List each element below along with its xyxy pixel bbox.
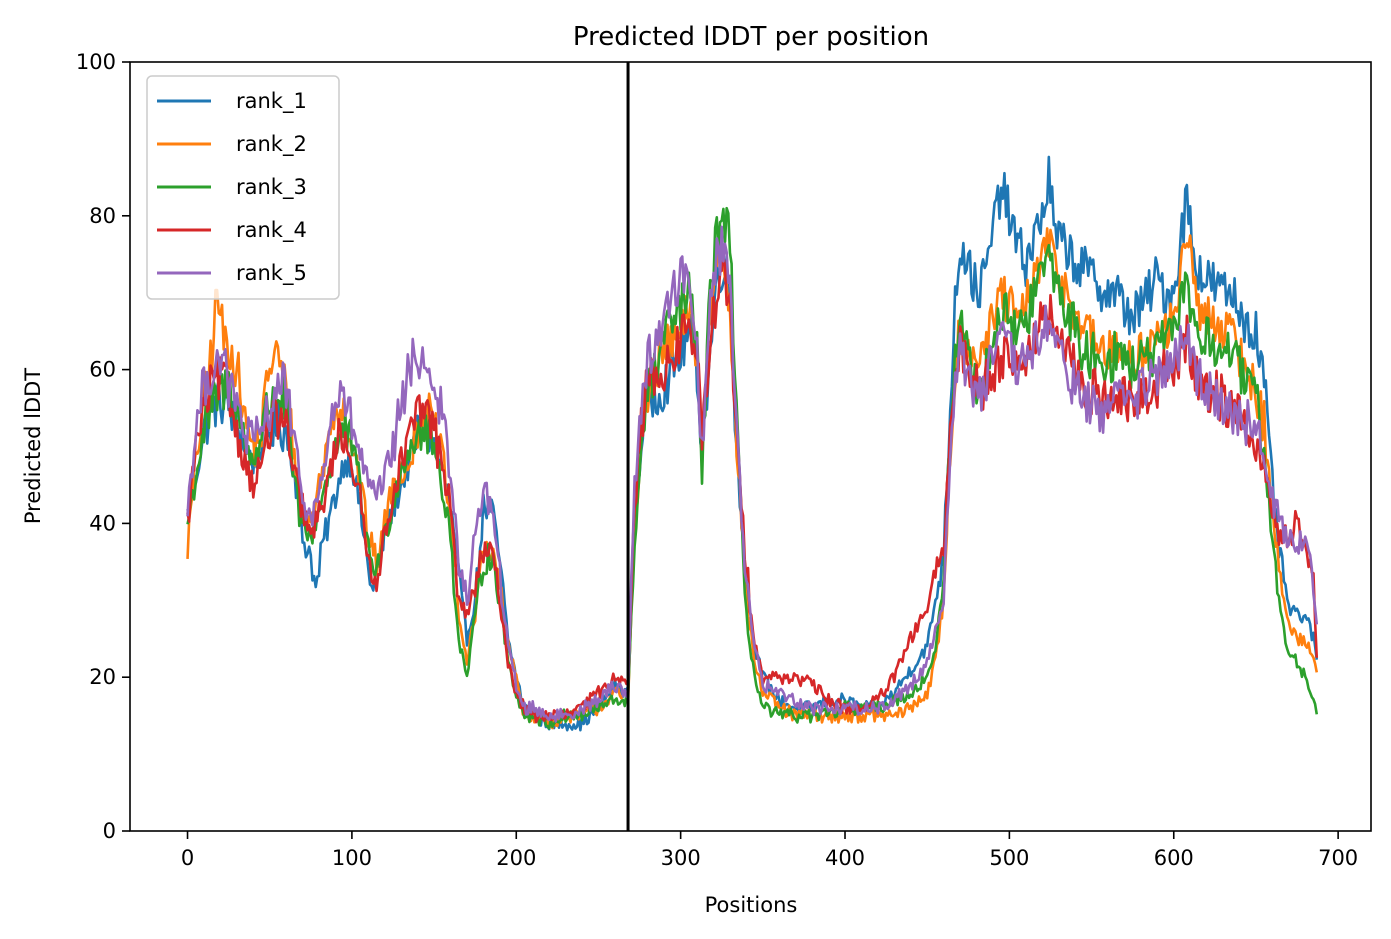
x-tick-label: 300 xyxy=(661,846,701,870)
y-tick-label: 20 xyxy=(89,665,116,689)
plot-layer xyxy=(186,62,1319,831)
legend-label-rank_4: rank_4 xyxy=(236,218,307,243)
x-tick-label: 700 xyxy=(1318,846,1358,870)
y-axis-ticks: 0 20 40 60 80 100 xyxy=(76,50,130,843)
legend-label-rank_5: rank_5 xyxy=(236,261,307,286)
x-tick-label: 500 xyxy=(989,846,1029,870)
y-tick-label: 40 xyxy=(89,511,116,535)
chart-title: Predicted lDDT per position xyxy=(573,22,929,52)
y-tick-label: 60 xyxy=(89,358,116,382)
x-tick-label: 200 xyxy=(496,846,536,870)
legend-label-rank_2: rank_2 xyxy=(236,132,307,157)
x-axis-ticks: 0 100 200 300 400 500 600 700 xyxy=(181,831,1358,870)
series-line-rank_5 xyxy=(186,225,1319,723)
y-axis-label: Predicted lDDT xyxy=(21,368,45,524)
y-tick-label: 0 xyxy=(103,819,116,843)
y-tick-label: 100 xyxy=(76,50,116,74)
legend: rank_1 rank_2 rank_3 rank_4 rank_5 xyxy=(146,75,340,300)
x-tick-label: 0 xyxy=(181,846,194,870)
legend-label-rank_3: rank_3 xyxy=(236,175,307,200)
legend-box xyxy=(146,75,340,300)
series-line-rank_3 xyxy=(186,206,1319,730)
x-tick-label: 100 xyxy=(332,846,372,870)
x-tick-label: 600 xyxy=(1154,846,1194,870)
plot-frame xyxy=(129,61,1372,832)
x-tick-label: 400 xyxy=(825,846,865,870)
x-axis-label: Positions xyxy=(705,893,798,917)
y-tick-label: 80 xyxy=(89,204,116,228)
legend-label-rank_1: rank_1 xyxy=(236,89,307,114)
